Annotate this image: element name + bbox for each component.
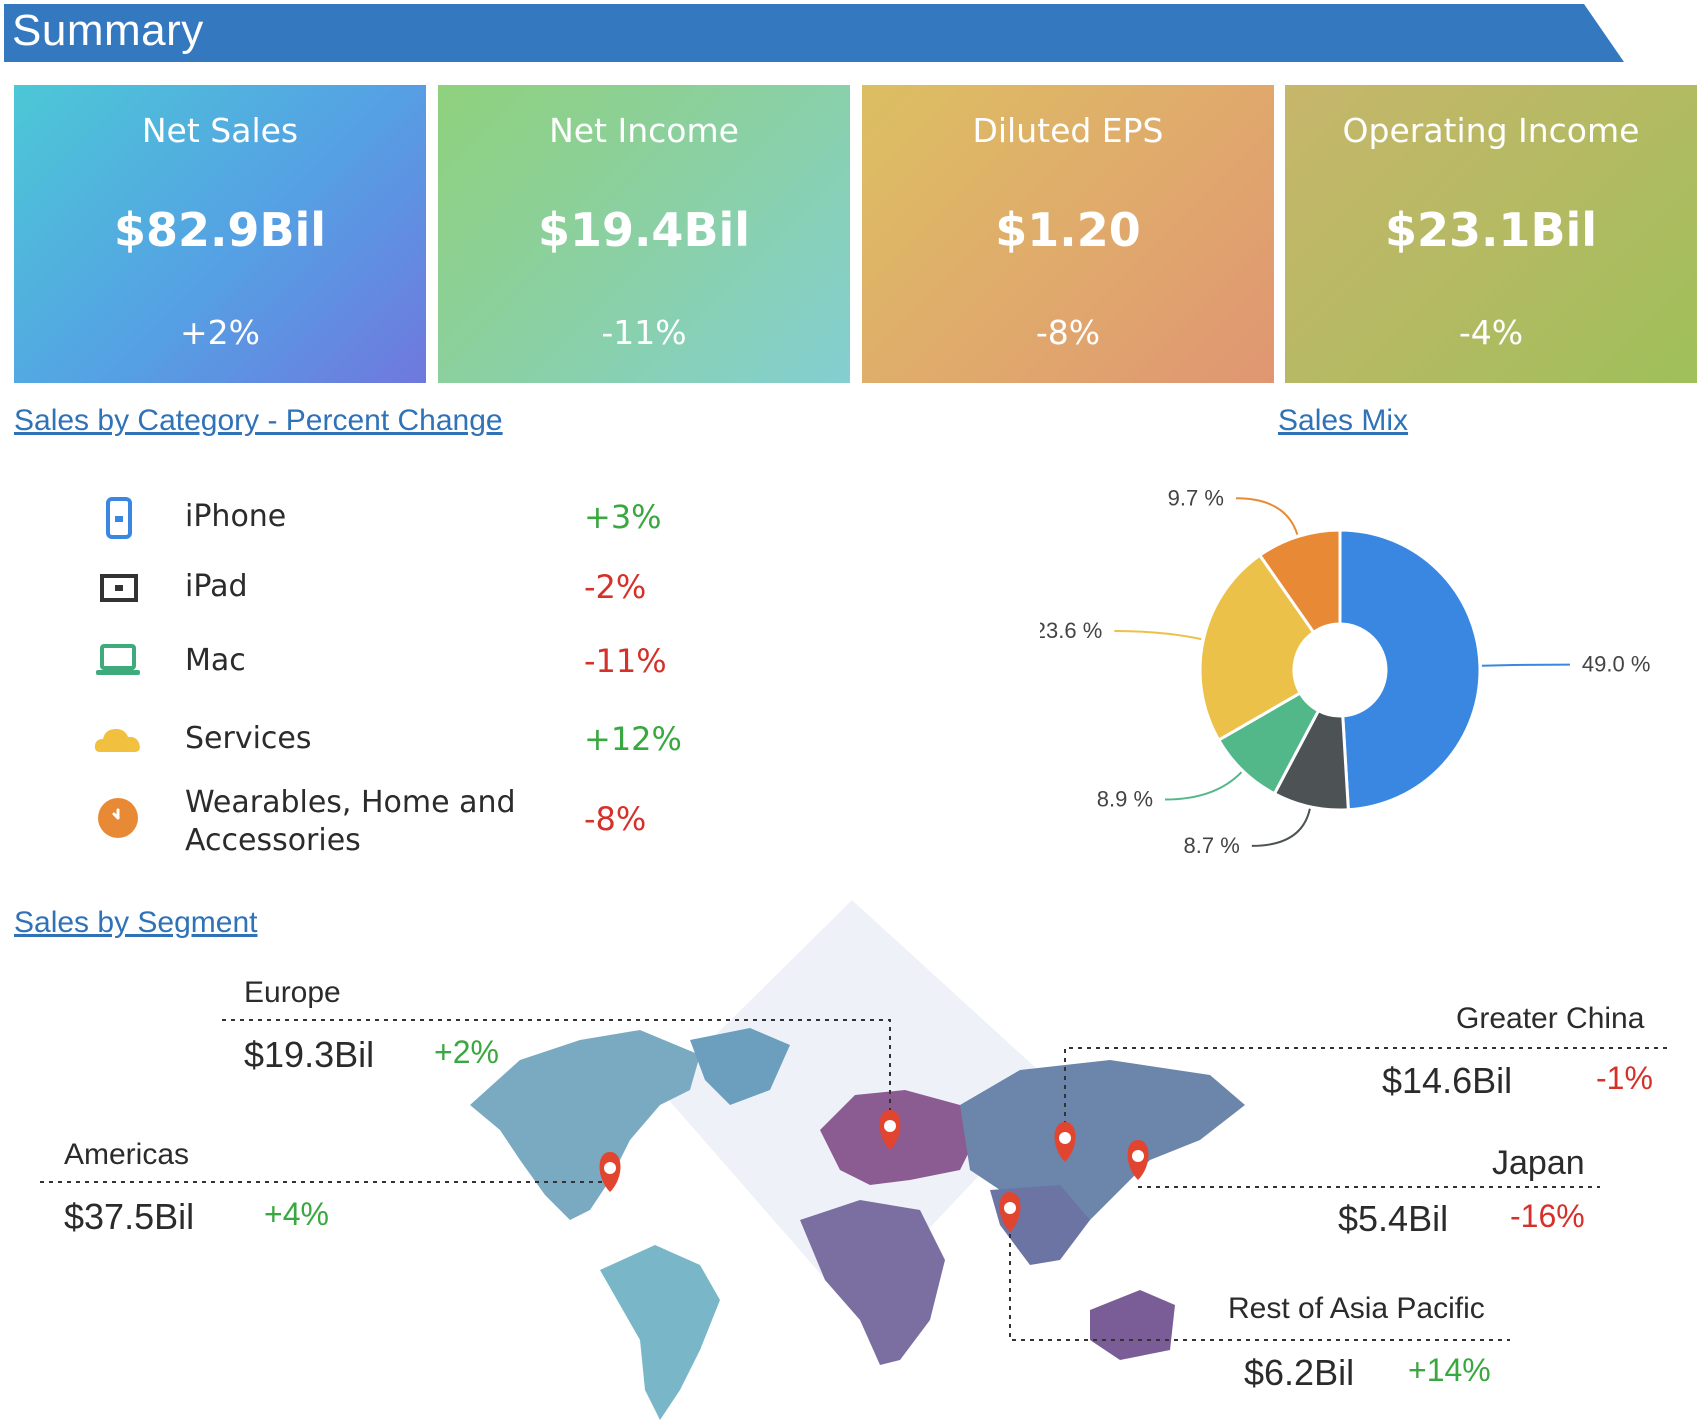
americas-pin-icon (599, 1152, 621, 1192)
rest-asia-pacific-value: $6.2Bil (1244, 1352, 1355, 1393)
europe-name: Europe (244, 976, 341, 1009)
category-change: +3% (584, 498, 662, 536)
south-america-shape (600, 1245, 720, 1420)
europe-pin-icon (879, 1110, 901, 1150)
americas-change: +4% (264, 1196, 329, 1232)
pie-leader-line (1251, 808, 1311, 847)
pie-slice-services (1257, 528, 1342, 635)
kpi-change: -11% (601, 313, 687, 352)
pie-leader-line (1235, 497, 1299, 535)
japan-change: -16% (1510, 1198, 1585, 1234)
africa-shape (800, 1200, 945, 1365)
kpi-change: -8% (1035, 313, 1101, 352)
category-row-wearables: Wearables, Home and Accessories -8% (90, 776, 690, 866)
category-section-title[interactable]: Sales by Category - Percent Change (14, 404, 503, 437)
pie-labels: 49.0 % 8.7 % 8.9 % 23.6 % 9.7 % (1040, 485, 1650, 858)
map-pins (599, 1110, 1149, 1232)
greater-china-value: $14.6Bil (1382, 1060, 1513, 1101)
rest-asia-pacific-leader-line (1009, 1225, 1510, 1341)
greater-china-pin-icon (1054, 1122, 1076, 1162)
category-change: -11% (584, 642, 667, 680)
kpi-card-net-sales: Net Sales $82.9Bil +2% (14, 85, 426, 383)
rest-asia-pacific-name: Rest of Asia Pacific (1228, 1292, 1485, 1325)
category-row-iphone: iPhone +3% (90, 490, 690, 560)
category-change: +12% (584, 720, 682, 758)
kpi-value: $19.4Bil (537, 203, 751, 257)
greater-china-leader-line (1064, 1047, 1670, 1152)
europe-change: +2% (434, 1034, 499, 1070)
pie-leader-lines (1114, 497, 1570, 847)
greenland-shape (690, 1028, 790, 1105)
kpi-card-diluted-eps: Diluted EPS $1.20 -8% (862, 85, 1274, 383)
sales-mix-title[interactable]: Sales Mix (1278, 404, 1409, 437)
kpi-label: Diluted EPS (972, 111, 1164, 150)
pie-leader-line (1165, 771, 1243, 801)
kpi-label: Net Income (549, 111, 739, 150)
pie-label: 23.6 % (1040, 618, 1102, 643)
pie-label: 8.9 % (1097, 787, 1153, 812)
japan-value: $5.4Bil (1338, 1198, 1449, 1239)
kpi-card-net-income: Net Income $19.4Bil -11% (438, 85, 850, 383)
pie-leader-line (1114, 629, 1202, 641)
europe-leader-line (222, 1019, 891, 1140)
kpi-label: Operating Income (1342, 111, 1640, 150)
category-label: Mac (185, 643, 246, 678)
kpi-value: $82.9Bil (113, 203, 327, 257)
north-america-shape (470, 1030, 700, 1220)
pie-label: 49.0 % (1582, 652, 1651, 677)
kpi-label: Net Sales (141, 111, 299, 150)
japan-name: Japan (1492, 1144, 1585, 1182)
cloud-icon (94, 729, 140, 752)
americas-name: Americas (64, 1138, 190, 1171)
ipad-icon (100, 574, 138, 602)
category-row-services: Services +12% (90, 712, 690, 782)
kpi-change: -4% (1458, 313, 1524, 352)
category-label: iPad (185, 569, 248, 604)
pie-slice-iphone (1338, 528, 1482, 812)
mac-laptop-icon (96, 644, 140, 675)
americas-value: $37.5Bil (64, 1196, 195, 1237)
rest-asia-pacific-pin-icon (999, 1192, 1021, 1232)
category-label: Services (185, 721, 312, 756)
category-change: -8% (584, 800, 647, 838)
category-row-mac: Mac -11% (90, 634, 690, 704)
pie-label: 8.7 % (1184, 833, 1240, 858)
iphone-icon (106, 497, 132, 539)
greater-china-change: -1% (1596, 1060, 1653, 1096)
europe-shape (820, 1090, 980, 1185)
greater-china-name: Greater China (1456, 1002, 1645, 1035)
kpi-value: $1.20 (995, 203, 1141, 257)
category-label: Wearables, Home and Accessories (185, 785, 516, 858)
segment-section-title[interactable]: Sales by Segment (14, 906, 258, 939)
kpi-value: $23.1Bil (1384, 203, 1598, 257)
watch-icon (98, 798, 138, 838)
pie-slice-ipad (1198, 553, 1316, 743)
japan-pin-icon (1127, 1140, 1149, 1180)
australia-shape (1090, 1290, 1175, 1360)
europe-value: $19.3Bil (244, 1034, 375, 1075)
sales-mix-chart: 49.0 % 8.7 % 8.9 % 23.6 % 9.7 % (1040, 485, 1650, 858)
kpi-card-operating-income: Operating Income $23.1Bil -4% (1285, 85, 1697, 383)
pie-leader-line (1481, 663, 1570, 667)
category-row-ipad: iPad -2% (90, 560, 690, 630)
kpi-change: +2% (179, 313, 260, 352)
pie-label: 9.7 % (1168, 485, 1224, 510)
pie-slices (1198, 528, 1482, 812)
category-label: iPhone (185, 499, 287, 534)
rest-asia-pacific-change: +14% (1408, 1352, 1491, 1388)
world-map (40, 900, 1670, 1420)
category-change: -2% (584, 568, 647, 606)
page-title: Summary (12, 6, 204, 55)
summary-banner (4, 4, 1624, 62)
